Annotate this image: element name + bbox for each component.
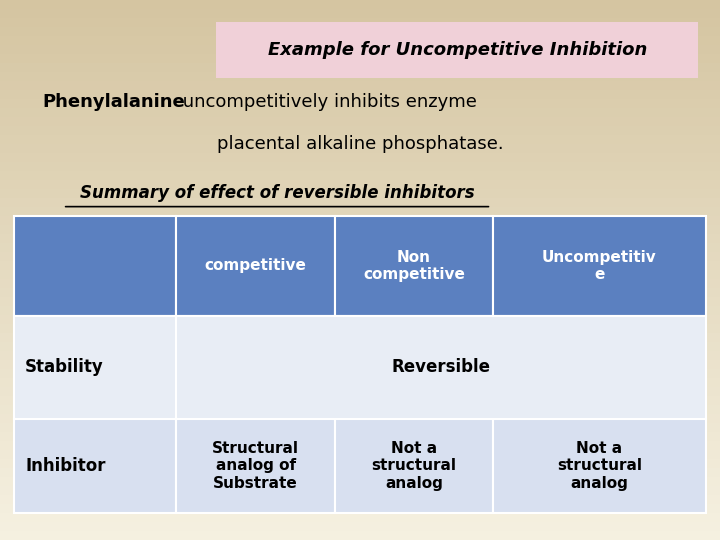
- Bar: [0, 351, 720, 360]
- Bar: [0, 495, 720, 504]
- Text: Uncompetitiv
e: Uncompetitiv e: [542, 250, 657, 282]
- Bar: [0, 72, 720, 81]
- Text: Not a
structural
analog: Not a structural analog: [372, 441, 456, 491]
- Bar: [0, 531, 720, 540]
- Bar: [0, 126, 720, 135]
- Bar: [493, 216, 706, 316]
- Bar: [0, 405, 720, 414]
- Bar: [0, 468, 720, 477]
- Bar: [0, 225, 720, 234]
- Text: placental alkaline phosphatase.: placental alkaline phosphatase.: [217, 136, 503, 153]
- Bar: [493, 418, 706, 513]
- Bar: [0, 387, 720, 396]
- Bar: [176, 216, 335, 316]
- Bar: [0, 360, 720, 369]
- Bar: [0, 477, 720, 486]
- Bar: [0, 54, 720, 63]
- Bar: [0, 45, 720, 54]
- Bar: [0, 153, 720, 162]
- Bar: [0, 135, 720, 144]
- Bar: [0, 243, 720, 252]
- Bar: [0, 9, 720, 18]
- Bar: [0, 117, 720, 126]
- Bar: [0, 423, 720, 432]
- Bar: [0, 522, 720, 531]
- Bar: [335, 418, 493, 513]
- Bar: [0, 333, 720, 342]
- Bar: [0, 270, 720, 279]
- FancyBboxPatch shape: [197, 19, 718, 80]
- Bar: [0, 162, 720, 171]
- Bar: [0, 306, 720, 315]
- Bar: [0, 216, 720, 225]
- Bar: [0, 27, 720, 36]
- Bar: [0, 279, 720, 288]
- Bar: [0, 486, 720, 495]
- Text: Example for Uncompetitive Inhibition: Example for Uncompetitive Inhibition: [268, 41, 647, 59]
- Bar: [14, 316, 176, 418]
- Bar: [0, 297, 720, 306]
- Bar: [0, 513, 720, 522]
- Bar: [0, 63, 720, 72]
- Bar: [0, 378, 720, 387]
- Text: competitive: competitive: [204, 259, 307, 273]
- Bar: [0, 189, 720, 198]
- Bar: [0, 414, 720, 423]
- Bar: [0, 180, 720, 189]
- Bar: [0, 396, 720, 405]
- Bar: [0, 36, 720, 45]
- Bar: [0, 0, 720, 9]
- Bar: [0, 81, 720, 90]
- Bar: [0, 207, 720, 216]
- Bar: [0, 99, 720, 108]
- Bar: [0, 18, 720, 27]
- Bar: [0, 432, 720, 441]
- Bar: [0, 324, 720, 333]
- Text: Phenylalanine: Phenylalanine: [42, 93, 185, 111]
- Bar: [0, 288, 720, 297]
- Bar: [0, 252, 720, 261]
- Bar: [0, 450, 720, 459]
- Bar: [0, 234, 720, 243]
- Bar: [14, 418, 176, 513]
- Bar: [0, 504, 720, 513]
- Bar: [0, 90, 720, 99]
- Text: Structural
analog of
Substrate: Structural analog of Substrate: [212, 441, 299, 491]
- Text: uncompetitively inhibits enzyme: uncompetitively inhibits enzyme: [177, 93, 477, 111]
- Text: Stability: Stability: [25, 358, 104, 376]
- Bar: [0, 342, 720, 351]
- Text: Not a
structural
analog: Not a structural analog: [557, 441, 642, 491]
- Bar: [14, 216, 176, 316]
- Bar: [0, 198, 720, 207]
- Bar: [0, 108, 720, 117]
- Bar: [0, 144, 720, 153]
- Bar: [0, 171, 720, 180]
- Text: Summary of effect of reversible inhibitors: Summary of effect of reversible inhibito…: [80, 184, 474, 202]
- Text: Inhibitor: Inhibitor: [25, 457, 106, 475]
- Bar: [0, 261, 720, 270]
- Bar: [0, 459, 720, 468]
- Bar: [0, 315, 720, 324]
- Bar: [335, 216, 493, 316]
- Bar: [176, 418, 335, 513]
- Bar: [0, 369, 720, 378]
- Bar: [0, 441, 720, 450]
- Text: Non
competitive: Non competitive: [363, 250, 465, 282]
- Text: Reversible: Reversible: [392, 358, 490, 376]
- Bar: [176, 316, 706, 418]
